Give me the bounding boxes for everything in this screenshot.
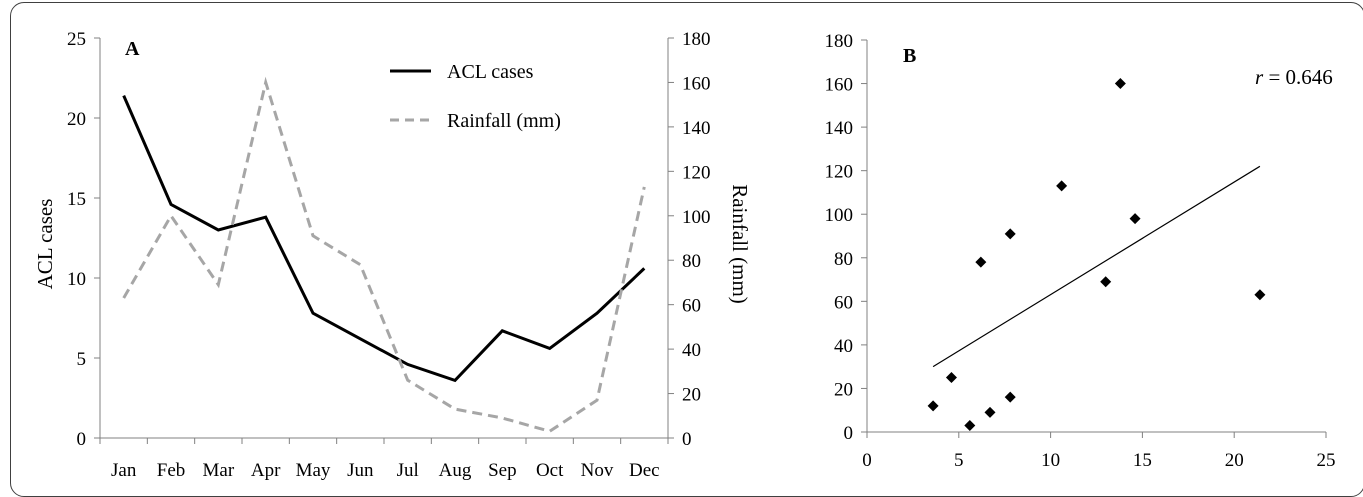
panel-b-x-tick-label: 10 [1041, 450, 1060, 471]
panel-b-points [927, 78, 1266, 431]
panel-b-y-tick-label: 140 [825, 118, 854, 139]
scatter-point [1004, 391, 1016, 403]
panel-a-y-tick-label: 5 [77, 349, 87, 370]
panel-a-y2-tick-label: 180 [682, 29, 711, 50]
rainfall-line [122, 76, 646, 433]
scatter-point [1004, 228, 1016, 240]
panel-b-y-tick-label: 80 [834, 249, 853, 270]
panel-a-y-tick-label: 0 [77, 429, 87, 450]
scatter-point [945, 372, 957, 384]
panel-b-y-tick-label: 40 [834, 336, 853, 357]
panel-b-x-tick-label: 15 [1133, 450, 1152, 471]
panel-a-y2-tick-label: 0 [682, 429, 692, 450]
correlation-annotation: r = 0.646 [1255, 65, 1333, 89]
correlation-value: = 0.646 [1263, 65, 1333, 89]
scatter-point [1100, 276, 1112, 288]
scatter-point [984, 406, 996, 418]
panel-a-y2-tick-label: 80 [682, 251, 701, 272]
panel-b-x-tick-label: 5 [954, 450, 964, 471]
panel-a-x-tick-label: Jul [397, 460, 419, 481]
panel-a-y2-axis-title: Rainfall (mm) [728, 184, 752, 304]
panel-a-y2-tick-label: 40 [682, 340, 701, 361]
panel-a-y2-tick-label: 100 [682, 207, 711, 228]
panel-b-y-tick-label: 180 [825, 31, 854, 52]
panel-a-x-tick-label: Sep [488, 460, 517, 481]
panel-a-legend: ACL cases Rainfall (mm) [390, 61, 561, 132]
scatter-point [964, 419, 976, 431]
legend-label-rainfall: Rainfall (mm) [447, 110, 561, 132]
panel-a-y-axis-title: ACL cases [33, 199, 57, 290]
panel-a-x-tick-label: Mar [203, 460, 235, 481]
panel-b-axes: 0 20 40 60 80 100 120 140 160 180 0 5 10 15 20 25 [825, 31, 1336, 471]
scatter-point [1129, 213, 1141, 225]
panel-a-y-tick-label: 20 [67, 109, 86, 130]
panel-b-y-tick-label: 0 [844, 423, 854, 444]
panel-b-x-tick-label: 0 [862, 450, 872, 471]
panel-b-x-tick-label: 20 [1225, 450, 1244, 471]
panel-b-y-tick-label: 20 [834, 379, 853, 400]
panel-a-y2-tick-label: 60 [682, 296, 701, 317]
panel-b-label: B [903, 45, 916, 67]
panel-a-y2-tick-label: 140 [682, 118, 711, 139]
panel-a-x-tick-label: Aug [439, 460, 472, 481]
panel-b-x-tick-label: 25 [1317, 450, 1336, 471]
acl-cases-line [122, 95, 646, 383]
legend-label-acl-cases: ACL cases [447, 61, 534, 83]
scatter-point [1114, 78, 1126, 90]
panel-a-x-tick-label: Dec [629, 460, 660, 481]
scatter-point [927, 400, 939, 412]
scatter-point [975, 256, 987, 268]
panel-a-y-tick-label: 10 [67, 269, 86, 290]
panel-b-scatter-chart: 0 20 40 60 80 100 120 140 160 180 0 5 10 15 20 25 B r =… [825, 31, 1336, 471]
panel-a-label: A [125, 38, 140, 60]
panel-a-y2-tick-label: 160 [682, 73, 711, 94]
panel-a-y2-tick-label: 120 [682, 162, 711, 183]
scatter-point [1254, 289, 1266, 301]
panel-a-series [122, 76, 646, 433]
trendline [932, 165, 1261, 368]
panel-a-x-tick-label: Nov [581, 460, 614, 481]
panel-a-x-tick-label: Jan [111, 460, 137, 481]
panel-a-y2-tick-label: 20 [682, 385, 701, 406]
panel-a-x-tick-label: Oct [536, 460, 564, 481]
panel-a-x-tick-label: Jun [347, 460, 374, 481]
panel-b-y-tick-label: 160 [825, 75, 854, 96]
panel-b-y-tick-label: 120 [825, 162, 854, 183]
panel-a-y-tick-label: 25 [67, 29, 86, 50]
panel-a-x-tick-label: Feb [157, 460, 186, 481]
scatter-point [1056, 180, 1068, 192]
panel-a-x-tick-label: Apr [251, 460, 281, 481]
correlation-symbol: r [1255, 65, 1264, 89]
panel-a-y-tick-label: 15 [67, 189, 86, 210]
panel-a-x-tick-label: May [296, 460, 331, 481]
panel-a-axes: 0 5 10 15 20 25 0 20 40 60 80 100 120 140 160 180 Jan Feb… [67, 29, 711, 481]
panel-b-y-tick-label: 100 [825, 205, 854, 226]
panel-b-y-tick-label: 60 [834, 292, 853, 313]
panel-a-line-chart: 0 5 10 15 20 25 0 20 40 60 80 100 120 140 160 180 Jan Feb… [33, 29, 752, 481]
figure-frame [10, 2, 1363, 497]
